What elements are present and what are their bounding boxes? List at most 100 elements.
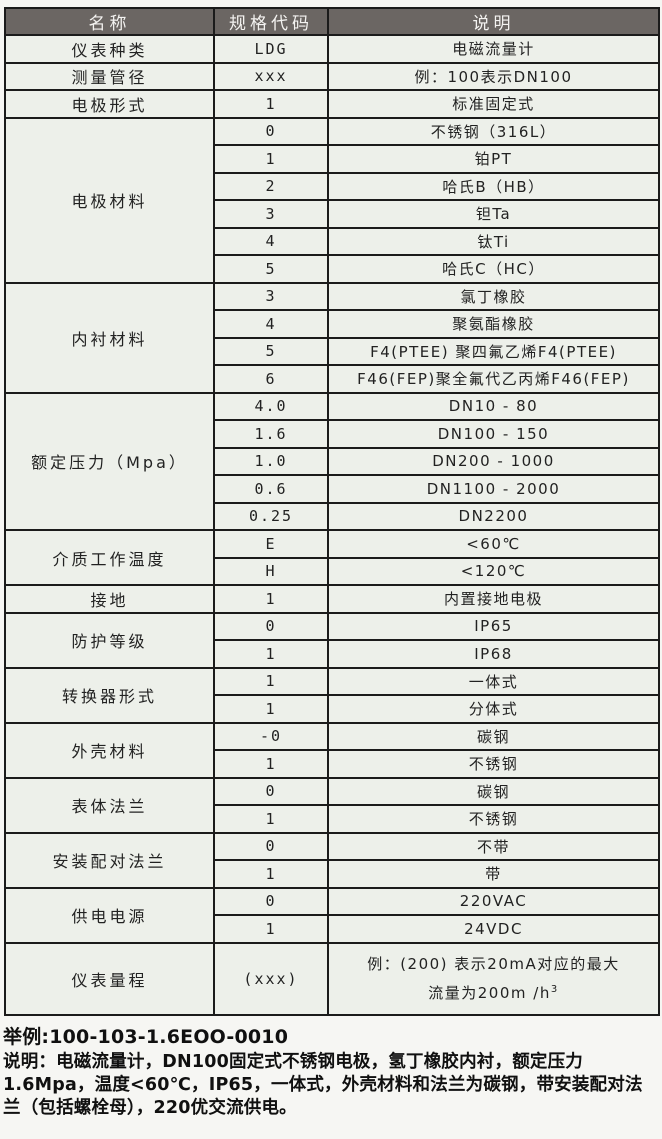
description-cell: 碳钢 bbox=[327, 721, 660, 751]
spec-code-cell: 4.0 bbox=[213, 391, 329, 421]
spec-code-cell: 2 bbox=[213, 171, 329, 201]
column-header-name: 名称 bbox=[4, 7, 215, 36]
description-cell: 哈氏B（HB） bbox=[327, 171, 660, 201]
group-name-cell: 电极形式 bbox=[4, 89, 215, 119]
description-cell: 分体式 bbox=[327, 694, 660, 724]
spec-code-cell: 4 bbox=[213, 309, 329, 339]
note-paragraph: 说明：电磁流量计，DN100固定式不锈钢电极，氢丁橡胶内衬，额定压力1.6Mpa… bbox=[3, 1051, 643, 1118]
group-name-cell: 介质工作温度 bbox=[4, 529, 215, 586]
description-line: 例：(200) 表示20mA对应的最大 bbox=[367, 955, 620, 973]
table-row: 电极形式 1 标准固定式 bbox=[4, 89, 660, 119]
table-row: 接地 1 内置接地电极 bbox=[4, 584, 660, 614]
spec-code-cell: 1 bbox=[213, 144, 329, 174]
spec-code-cell: 6 bbox=[213, 364, 329, 394]
description-cell: 带 bbox=[327, 859, 660, 889]
table-row: 1.0 DN200 - 1000 bbox=[5, 446, 660, 476]
group-name-cell: 外壳材料 bbox=[4, 721, 215, 779]
spec-code-cell: 3 bbox=[213, 199, 329, 229]
description-cell: DN2200 bbox=[327, 501, 660, 531]
spec-code-cell: 0 bbox=[213, 886, 329, 916]
description-line: 流量为200m /h bbox=[428, 983, 551, 1002]
spec-code-cell: 1 bbox=[213, 694, 329, 724]
description-cell: IP65 bbox=[327, 611, 660, 641]
spec-code-cell: 1 bbox=[213, 584, 329, 614]
description-cell: 不带 bbox=[327, 831, 660, 861]
spec-sheet-page: 名称 规格代码 说明 仪表种类 LDG 电磁流量计 测量管径 xxx 例：100表示DN1… bbox=[0, 7, 662, 1139]
description-cell: 电磁流量计 bbox=[327, 34, 660, 64]
description-cell: <60℃ bbox=[327, 529, 660, 559]
table-row: 安装配对法兰 0 不带 bbox=[4, 831, 660, 889]
spec-code-cell: 1 bbox=[213, 859, 329, 889]
spec-code-cell: 3 bbox=[213, 281, 329, 311]
table-row: 防护等级 0 IP65 bbox=[4, 611, 660, 669]
column-header-code: 规格代码 bbox=[213, 7, 329, 36]
spec-code-cell: 0.25 bbox=[213, 501, 329, 531]
group-name-cell: 供电电源 bbox=[4, 886, 215, 944]
spec-code-cell: 0 bbox=[213, 831, 329, 861]
table-row: 1.6 DN100 - 150 bbox=[5, 419, 660, 449]
table-row: 外壳材料 -0 碳钢 bbox=[4, 721, 660, 779]
spec-code-cell: 1.0 bbox=[213, 446, 329, 476]
description-cell: 钛Ti bbox=[327, 226, 660, 256]
spec-code-cell: 1 bbox=[213, 89, 329, 119]
spec-code-cell: 0 bbox=[213, 116, 329, 146]
description-cell: DN200 - 1000 bbox=[327, 446, 660, 476]
table-row: 转换器形式 1 一体式 bbox=[4, 666, 660, 724]
table-row: 内衬材料 3 氯丁橡胶 bbox=[4, 281, 660, 394]
description-cell: 钽Ta bbox=[327, 199, 660, 229]
spec-code-cell: 4 bbox=[213, 226, 329, 256]
description-cell: F4(PTEE) 聚四氟乙烯F4(PTEE) bbox=[327, 336, 660, 366]
description-cell: 不锈钢 bbox=[327, 804, 660, 834]
description-cell: 24VDC bbox=[327, 914, 660, 944]
table-row: 1 24VDC bbox=[5, 914, 660, 944]
table-row: 4 聚氨酯橡胶 bbox=[5, 309, 660, 339]
description-cell: 一体式 bbox=[327, 666, 660, 696]
group-name-cell: 仪表量程 bbox=[4, 941, 215, 1016]
table-row: 0.6 DN1100 - 2000 bbox=[5, 474, 660, 504]
description-cell: 不锈钢（316L） bbox=[327, 116, 660, 146]
table-row: 供电电源 0 220VAC bbox=[4, 886, 660, 944]
table-row: H <120℃ bbox=[5, 556, 660, 586]
spec-code-cell: xxx bbox=[213, 61, 329, 91]
spec-code-cell: 5 bbox=[213, 336, 329, 366]
description-cell: 碳钢 bbox=[327, 776, 660, 806]
spec-code-cell: 1 bbox=[213, 914, 329, 944]
example-code-line: 举例:100-103-1.6EOO-0010 bbox=[3, 1025, 289, 1048]
table-row: 测量管径 xxx 例：100表示DN100 bbox=[4, 61, 660, 91]
header-row: 名称 规格代码 说明 bbox=[4, 7, 660, 36]
group-name-cell: 额定压力（Mpa） bbox=[4, 391, 215, 531]
group-name-cell: 安装配对法兰 bbox=[4, 831, 215, 889]
spec-code-cell: 1.6 bbox=[213, 419, 329, 449]
table-row: 电极材料 0 不锈钢（316L） bbox=[4, 116, 660, 284]
table-row: 4 钛Ti bbox=[5, 226, 660, 256]
description-cell: 内置接地电极 bbox=[327, 584, 660, 614]
description-cell: 不锈钢 bbox=[327, 749, 660, 779]
description-cell: DN100 - 150 bbox=[327, 419, 660, 449]
table-row: 仪表种类 LDG 电磁流量计 bbox=[4, 34, 660, 64]
group-name-cell: 防护等级 bbox=[4, 611, 215, 669]
group-name-cell: 接地 bbox=[4, 584, 215, 614]
table-row: 6 F46(FEP)聚全氟代乙丙烯F46(FEP) bbox=[5, 364, 660, 394]
spec-table: 名称 规格代码 说明 仪表种类 LDG 电磁流量计 测量管径 xxx 例：100表示DN1… bbox=[4, 7, 660, 1016]
table-row: 3 钽Ta bbox=[5, 199, 660, 229]
table-row: 仪表量程 (xxx) 例：(200) 表示20mA对应的最大 流量为200m /h3 bbox=[4, 941, 660, 1016]
table-row: 介质工作温度 E <60℃ bbox=[4, 529, 660, 586]
spec-code-cell: 1 bbox=[213, 749, 329, 779]
spec-code-cell: 1 bbox=[213, 639, 329, 669]
group-name-cell: 表体法兰 bbox=[4, 776, 215, 834]
spec-code-cell: (xxx) bbox=[213, 941, 329, 1016]
description-cell: 铂PT bbox=[327, 144, 660, 174]
description-cell: 例：100表示DN100 bbox=[327, 61, 660, 91]
spec-code-cell: 5 bbox=[213, 254, 329, 284]
spec-code-cell: 0.6 bbox=[213, 474, 329, 504]
spec-code-cell: 1 bbox=[213, 804, 329, 834]
description-cell: 220VAC bbox=[327, 886, 660, 916]
table-row: 1 分体式 bbox=[5, 694, 660, 724]
table-row: 表体法兰 0 碳钢 bbox=[4, 776, 660, 834]
spec-code-cell: 0 bbox=[213, 776, 329, 806]
column-header-description: 说明 bbox=[327, 7, 660, 36]
spec-code-cell: -0 bbox=[213, 721, 329, 751]
table-row: 0.25 DN2200 bbox=[5, 501, 660, 531]
description-cell: F46(FEP)聚全氟代乙丙烯F46(FEP) bbox=[327, 364, 660, 394]
description-cell: DN10 - 80 bbox=[327, 391, 660, 421]
